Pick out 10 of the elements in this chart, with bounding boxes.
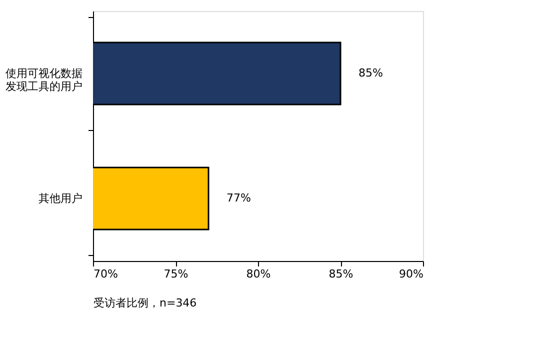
x-tick-label: 75%	[164, 268, 188, 280]
x-tick-label: 70%	[94, 268, 118, 280]
data-label: 85%	[358, 66, 383, 80]
x-tick-label: 80%	[246, 268, 271, 280]
y-tick-label: 使用可视化数据发现工具的用户	[6, 67, 82, 93]
data-label: 77%	[226, 192, 251, 204]
x-tick-label: 85%	[328, 268, 354, 280]
y-tick-label: 其他用户	[38, 192, 82, 205]
x-axis-title: 受访者比例，n=346	[94, 296, 197, 310]
x-tick-label: 90%	[399, 268, 424, 280]
